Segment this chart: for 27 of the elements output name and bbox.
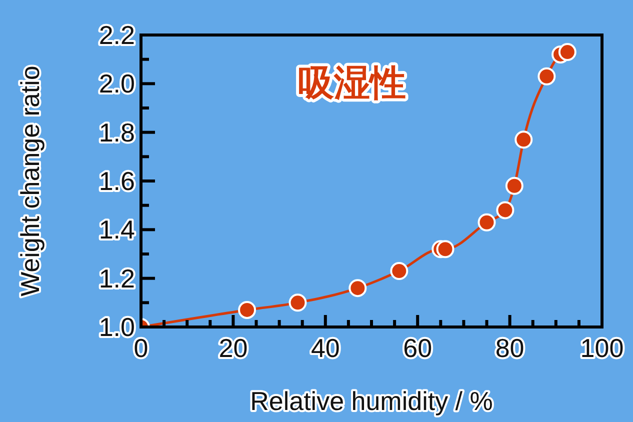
point — [538, 67, 556, 86]
y-tick-label: 2.2 — [98, 20, 135, 50]
x-tick-label: 60 — [403, 333, 432, 363]
point — [478, 213, 496, 232]
y-tick-label: 1.0 — [98, 312, 135, 342]
x-tick-label: 40 — [310, 333, 340, 363]
y-tick-label: 1.6 — [98, 166, 135, 196]
point — [348, 279, 367, 298]
point — [505, 176, 524, 195]
point — [514, 130, 533, 149]
point — [436, 240, 454, 258]
point — [288, 294, 307, 312]
point — [390, 262, 408, 280]
y-tick-label: 1.4 — [98, 214, 135, 245]
x-tick-label: 100 — [580, 333, 624, 363]
x-tick-label: 80 — [495, 333, 524, 363]
y-tick-label: 1.8 — [98, 117, 135, 148]
x-tick-label: 20 — [218, 333, 248, 363]
y-tick-label: 2.0 — [98, 68, 135, 99]
x-tick-label: 0 — [134, 333, 148, 363]
point — [238, 300, 256, 319]
text: 吸湿性 — [298, 63, 406, 104]
y-axis-title: Weight change ratio — [15, 66, 46, 296]
point — [496, 201, 514, 220]
x-axis-title: Relative humidity / % — [250, 386, 493, 416]
y-tick-label: 1.2 — [98, 263, 135, 294]
point — [558, 43, 576, 62]
